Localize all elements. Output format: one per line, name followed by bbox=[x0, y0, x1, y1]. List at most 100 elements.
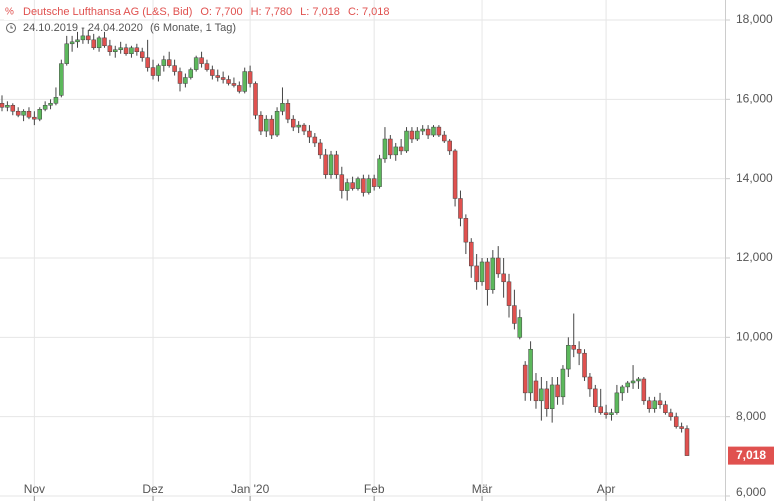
candle-body bbox=[463, 218, 469, 243]
candle-body bbox=[512, 305, 517, 324]
candle-body bbox=[258, 114, 264, 132]
candle-body bbox=[139, 51, 145, 58]
candle-body bbox=[485, 261, 490, 290]
candle-body bbox=[452, 150, 458, 199]
candle-body bbox=[183, 77, 188, 84]
candle-body bbox=[544, 388, 550, 409]
candle-body bbox=[652, 400, 657, 409]
candle-body bbox=[307, 130, 312, 138]
candle-body bbox=[469, 241, 474, 267]
y-tick-label: 6,000 bbox=[736, 485, 766, 499]
candle-body bbox=[447, 140, 452, 152]
x-tick-label: Apr bbox=[597, 482, 616, 496]
candle-body bbox=[129, 47, 134, 54]
candle-body bbox=[291, 118, 296, 128]
candle-body bbox=[560, 368, 566, 398]
candle-body bbox=[646, 400, 652, 409]
candle-body bbox=[188, 69, 194, 78]
clock-icon bbox=[6, 23, 16, 33]
candle-body bbox=[226, 79, 231, 84]
candle-body bbox=[517, 317, 523, 338]
candle-body bbox=[528, 348, 533, 394]
candle-body bbox=[210, 69, 215, 76]
y-tick-label: 10,000 bbox=[736, 330, 773, 344]
candle-body bbox=[242, 71, 247, 92]
quote-label: O: 7,700 bbox=[200, 6, 242, 18]
x-tick-label: Feb bbox=[364, 482, 385, 496]
candle-body bbox=[684, 428, 690, 456]
candle-body bbox=[603, 412, 609, 415]
candle-body bbox=[64, 43, 69, 64]
candle-body bbox=[474, 265, 479, 283]
x-tick-label: Jan '20 bbox=[231, 482, 270, 496]
x-tick-label: Nov bbox=[24, 482, 45, 496]
candle-body bbox=[269, 118, 274, 136]
candle-body bbox=[285, 103, 291, 120]
candle-body bbox=[312, 136, 318, 144]
quote-labels: O: 7,700 H: 7,780 L: 7,018 C: 7,018 bbox=[200, 6, 389, 18]
candle-body bbox=[668, 412, 674, 417]
candle-body bbox=[48, 103, 53, 106]
candle-body bbox=[620, 386, 625, 394]
candle-body bbox=[0, 103, 5, 108]
candle-body bbox=[150, 67, 156, 76]
period: (6 Monate, 1 Tag) bbox=[150, 22, 236, 34]
candle-body bbox=[21, 110, 26, 116]
candle-body bbox=[398, 146, 404, 152]
candle-body bbox=[264, 118, 269, 132]
candle-body bbox=[555, 384, 560, 398]
candle-body bbox=[415, 130, 420, 140]
candle-body bbox=[96, 37, 102, 49]
candle-body bbox=[26, 110, 32, 118]
candle-body bbox=[86, 35, 91, 41]
candle-body bbox=[657, 400, 663, 406]
candle-body bbox=[436, 126, 442, 136]
candle-body bbox=[253, 83, 258, 116]
candle-body bbox=[388, 138, 393, 156]
candle-body bbox=[317, 142, 323, 156]
candle-body bbox=[220, 77, 226, 80]
candle-body bbox=[301, 124, 307, 132]
candle-body bbox=[107, 45, 113, 52]
x-tick-label: Mär bbox=[472, 482, 493, 496]
quote-label: H: 7,780 bbox=[251, 6, 293, 18]
candle-body bbox=[237, 85, 242, 92]
last-price-tag bbox=[728, 446, 774, 465]
candle-body bbox=[625, 382, 630, 388]
candle-body bbox=[479, 261, 485, 283]
candle-body bbox=[609, 412, 614, 415]
quote-label: L: 7,018 bbox=[300, 6, 340, 18]
candle-body bbox=[522, 364, 528, 394]
candle-body bbox=[404, 130, 409, 152]
chart-title: Deutsche Lufthansa AG (L&S, Bid) bbox=[23, 6, 192, 18]
candle-body bbox=[323, 154, 328, 175]
candle-body bbox=[215, 75, 220, 78]
candle-body bbox=[593, 388, 598, 407]
header-backdrop bbox=[4, 8, 18, 20]
candle-body bbox=[431, 126, 436, 136]
candle-body bbox=[161, 59, 167, 66]
candle-body bbox=[539, 388, 544, 402]
candle-body bbox=[382, 138, 388, 160]
candle-body bbox=[91, 39, 96, 49]
candle-body bbox=[636, 378, 641, 382]
candle-body bbox=[145, 57, 150, 68]
candle-body bbox=[420, 128, 425, 132]
date-range: 24.10.2019 - 24.04.2020 bbox=[23, 22, 143, 34]
candle-body bbox=[59, 63, 64, 96]
candle-body bbox=[587, 376, 593, 390]
candle-body bbox=[172, 65, 177, 72]
candle-body bbox=[409, 130, 415, 140]
candle-body bbox=[458, 198, 463, 219]
candle-body bbox=[673, 416, 679, 427]
y-tick-label: 12,000 bbox=[736, 250, 773, 264]
y-tick-label: 16,000 bbox=[736, 92, 773, 106]
candle-body bbox=[199, 57, 204, 64]
candle-body bbox=[425, 128, 431, 136]
candle-body bbox=[566, 345, 571, 370]
candle-body bbox=[679, 426, 684, 429]
candle-body bbox=[582, 352, 587, 378]
